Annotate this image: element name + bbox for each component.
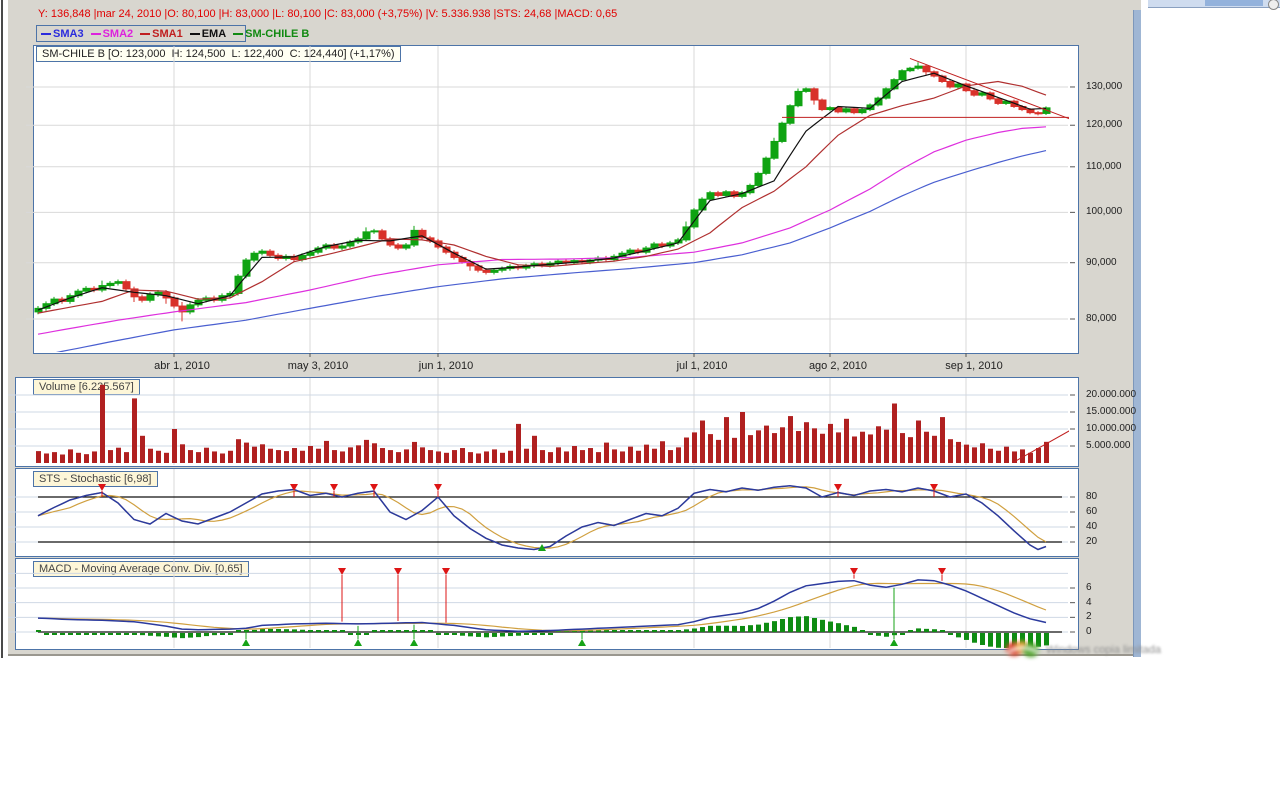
chart-application-window: Y: 136,848 |mar 24, 2010 |O: 80,100 |H: … — [8, 0, 1161, 657]
stochastic-panel[interactable] — [15, 468, 1079, 557]
axis-tick-label: 20 — [1086, 536, 1098, 547]
legend-item-ema[interactable]: EMA — [189, 27, 227, 40]
legend-label: SMA3 — [53, 27, 84, 40]
zoom-icon[interactable] — [1268, 0, 1279, 10]
legend-label: SMA1 — [152, 27, 183, 40]
date-tick-label: sep 1, 2010 — [945, 360, 1003, 372]
watermark-text: Windows copia limitada — [1046, 644, 1161, 656]
axis-tick-label: 110,000 — [1086, 160, 1122, 172]
date-tick-label: abr 1, 2010 — [154, 360, 210, 372]
axis-tick-label: 15.000.000 — [1086, 406, 1137, 417]
indicator-legend: SMA3 SMA2 SMA1 EMA SM-CHILE B — [36, 25, 309, 42]
price-title-box[interactable]: SM-CHILE B [O: 123,000 H: 124,500 L: 122… — [36, 46, 401, 62]
window-left-border — [1, 0, 3, 658]
legend-color-dash — [41, 32, 51, 35]
legend-item-sm-chile-b[interactable]: SM-CHILE B — [233, 28, 309, 40]
legend-item-sma2[interactable]: SMA2 — [90, 27, 134, 40]
legend-color-dash — [90, 32, 101, 35]
axis-tick-label: 120,000 — [1086, 119, 1123, 131]
axis-tick-label: 130,000 — [1086, 80, 1123, 92]
axis-tick-label: 2 — [1086, 611, 1092, 623]
axis-tick-label: 5.000.000 — [1086, 440, 1131, 451]
windows-flag-icon — [1006, 641, 1039, 657]
legend-item-sma3[interactable]: SMA3 — [41, 28, 84, 40]
macd-label-box[interactable]: MACD - Moving Average Conv. Div. [0,65] — [33, 561, 249, 577]
legend-label: SM-CHILE B — [245, 27, 310, 40]
volume-label-box[interactable]: Volume [6.225.567] — [33, 379, 140, 395]
axis-tick-label: 6 — [1086, 582, 1092, 593]
cursor-status-bar: Y: 136,848 |mar 24, 2010 |O: 80,100 |H: … — [38, 8, 618, 20]
legend-color-dash — [233, 32, 244, 35]
date-tick-label: ago 2, 2010 — [808, 360, 868, 372]
legend-label: EMA — [201, 27, 227, 40]
date-tick-label: jun 1, 2010 — [418, 360, 474, 372]
axis-tick-label: 40 — [1086, 521, 1098, 532]
horizontal-scrollbar[interactable] — [1148, 0, 1280, 10]
axis-tick-label: 100,000 — [1086, 206, 1123, 218]
window-right-border[interactable] — [1133, 10, 1141, 657]
date-tick-label: jul 1, 2010 — [676, 360, 728, 372]
date-tick-label: may 3, 2010 — [287, 360, 349, 372]
axis-tick-label: 60 — [1086, 506, 1098, 517]
scrollbar-thumb[interactable] — [1205, 0, 1263, 6]
stochastic-label-box[interactable]: STS - Stochastic [6,98] — [33, 471, 158, 487]
legend-label: SMA2 — [102, 27, 134, 40]
watermark: Windows copia limitada — [998, 638, 1178, 660]
price-chart-panel[interactable] — [33, 45, 1079, 354]
axis-tick-label: 90,000 — [1086, 256, 1117, 268]
axis-tick-label: 10.000.000 — [1086, 423, 1137, 434]
axis-tick-label: 80 — [1086, 491, 1098, 502]
legend-color-dash — [189, 32, 200, 35]
axis-tick-label: 20.000.000 — [1086, 389, 1137, 400]
volume-panel[interactable] — [15, 377, 1079, 467]
legend-item-sma1[interactable]: SMA1 — [140, 28, 183, 40]
axis-tick-label: 4 — [1086, 596, 1092, 608]
axis-tick-label: 80,000 — [1086, 313, 1117, 324]
axis-tick-label: 0 — [1086, 626, 1092, 637]
legend-color-dash — [140, 32, 151, 35]
